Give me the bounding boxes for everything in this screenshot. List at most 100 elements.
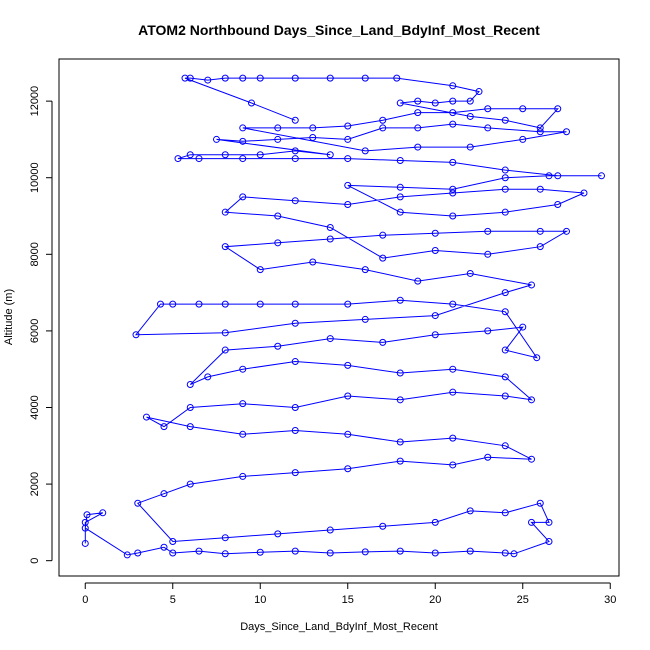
data-point: [466, 97, 474, 105]
data-point: [186, 381, 194, 389]
x-axis-label: Days_Since_Land_BdyInf_Most_Recent: [240, 621, 438, 633]
data-point: [221, 550, 229, 558]
y-tick-label: 12000: [29, 86, 41, 117]
data-point: [221, 74, 229, 82]
data-point: [501, 509, 509, 517]
data-point: [326, 235, 334, 243]
data-point: [431, 518, 439, 526]
data-point: [466, 143, 474, 151]
data-point: [256, 548, 264, 556]
data-point: [186, 480, 194, 488]
data-point: [256, 151, 264, 159]
data-point: [326, 74, 334, 82]
data-point: [361, 74, 369, 82]
data-point: [449, 300, 457, 308]
data-point: [519, 323, 527, 331]
data-point: [536, 227, 544, 235]
data-point: [309, 134, 317, 142]
plot-area-frame: [58, 58, 620, 577]
data-point: [563, 227, 570, 235]
data-point: [580, 189, 588, 197]
data-point: [449, 365, 457, 373]
data-point: [431, 229, 439, 237]
data-point: [132, 331, 140, 339]
x-tick-label: 20: [429, 594, 441, 606]
data-point: [274, 239, 282, 247]
data-point: [484, 124, 492, 132]
data-point: [501, 116, 509, 124]
data-point: [466, 112, 474, 120]
data-point: [414, 97, 422, 105]
data-point: [344, 201, 352, 209]
data-point: [484, 227, 492, 235]
data-point: [344, 181, 352, 189]
data-point: [393, 74, 401, 82]
data-point: [291, 147, 299, 155]
data-point: [501, 166, 509, 174]
data-point: [213, 135, 220, 143]
data-point: [248, 99, 255, 107]
data-point: [221, 208, 229, 216]
y-tick-label: 4000: [29, 395, 41, 419]
data-point: [256, 300, 264, 308]
x-axis: 0 5 10 15 20 25 30: [82, 582, 616, 606]
data-point: [157, 300, 164, 308]
data-point: [449, 434, 457, 442]
data-point: [221, 329, 229, 337]
x-tick-label: 25: [517, 594, 529, 606]
data-point: [239, 74, 247, 82]
data-point: [519, 135, 527, 143]
data-point: [309, 124, 317, 132]
data-point: [361, 147, 369, 155]
data-point: [528, 396, 535, 404]
data-point: [396, 369, 404, 377]
data-point: [326, 335, 334, 343]
data-point: [143, 413, 150, 421]
data-point: [449, 388, 457, 396]
y-axis-label: Altitude (m): [3, 289, 15, 345]
y-tick-label: 2000: [29, 472, 41, 496]
data-point: [379, 338, 387, 346]
data-point: [221, 300, 229, 308]
data-point: [545, 172, 553, 180]
data-point: [449, 158, 457, 166]
data-point: [239, 365, 247, 373]
data-point: [81, 539, 89, 547]
data-point: [291, 547, 299, 555]
data-point: [239, 155, 247, 163]
data-point: [291, 155, 299, 163]
data-point: [99, 509, 107, 517]
y-tick-label: 8000: [29, 242, 41, 266]
data-point: [466, 269, 474, 277]
data-point: [528, 455, 535, 463]
data-point: [501, 549, 509, 557]
data-point: [361, 548, 369, 556]
data-point: [344, 392, 352, 400]
data-point: [239, 193, 247, 201]
data-point: [533, 354, 541, 362]
data-point: [256, 74, 264, 82]
data-point: [396, 208, 404, 216]
data-point: [449, 189, 457, 197]
data-point: [186, 423, 194, 431]
data-point: [204, 76, 212, 84]
data-point: [396, 438, 404, 446]
series-layer: [81, 74, 605, 559]
data-point: [344, 430, 352, 438]
data-point: [519, 105, 527, 113]
data-point: [174, 155, 182, 163]
data-point: [396, 193, 404, 201]
data-point: [274, 124, 282, 132]
chart-title: ATOM2 Northbound Days_Since_Land_BdyInf_…: [138, 22, 540, 38]
data-point: [204, 373, 212, 381]
data-point: [501, 373, 509, 381]
data-point: [431, 312, 439, 320]
x-tick-label: 0: [82, 594, 88, 606]
data-point: [344, 155, 352, 163]
data-point: [554, 201, 562, 209]
data-point: [449, 120, 457, 128]
data-point: [291, 74, 299, 82]
data-point: [431, 549, 439, 557]
data-point: [431, 331, 439, 339]
data-point: [344, 300, 352, 308]
